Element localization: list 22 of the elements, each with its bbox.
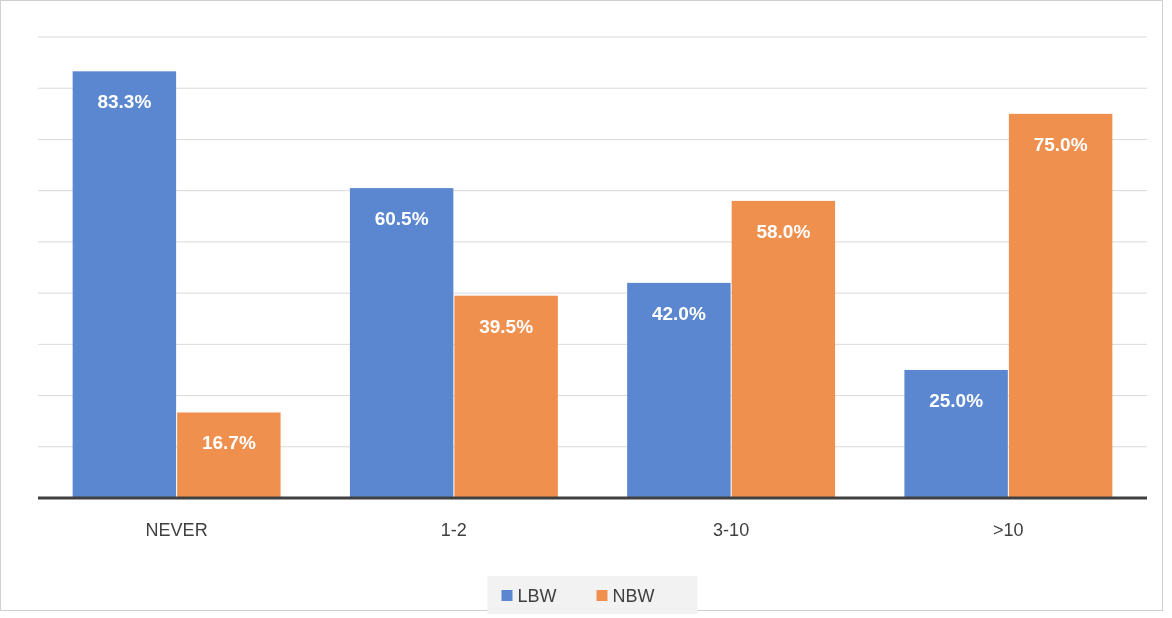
bar (72, 71, 177, 498)
bar (1008, 113, 1113, 498)
x-tick-label: 1-2 (440, 520, 467, 540)
legend-label: LBW (517, 586, 557, 606)
x-tick-label: 3-10 (713, 520, 750, 540)
bar (904, 369, 1008, 498)
bar (177, 412, 281, 498)
x-tick-label: NEVER (145, 520, 208, 540)
x-tick-label: >10 (993, 520, 1024, 540)
data-label: 75.0% (1033, 133, 1088, 155)
data-label: 16.7% (201, 432, 256, 454)
data-label: 25.0% (929, 389, 984, 411)
legend-label: NBW (612, 586, 655, 606)
data-label: 58.0% (756, 220, 811, 242)
data-label: 83.3% (97, 91, 152, 113)
data-label: 42.0% (651, 302, 706, 324)
bar (349, 188, 454, 498)
data-label: 39.5% (479, 315, 534, 337)
bar (454, 295, 558, 498)
bar (731, 200, 836, 498)
data-label: 60.5% (374, 208, 429, 230)
bar (627, 282, 731, 498)
